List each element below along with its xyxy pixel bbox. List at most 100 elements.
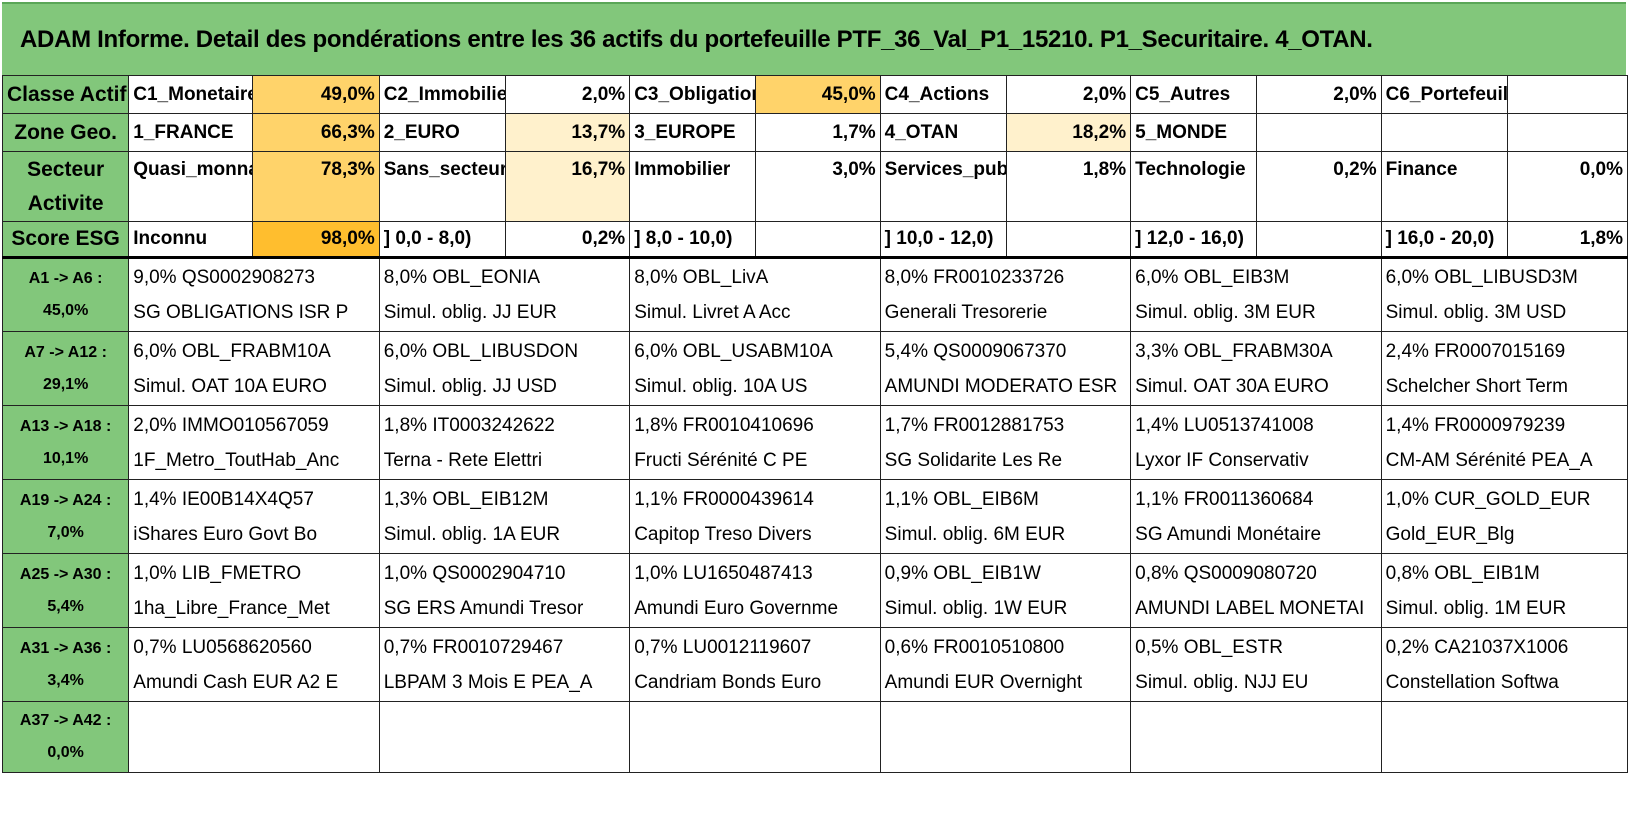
asset-name: Simul. oblig. 6M EUR (884, 523, 1066, 545)
summary-row-header: Classe Actif (1, 75, 130, 114)
asset-cell: 6,0% OBL_LIBUSD3M Simul. oblig. 3M USD (1380, 257, 1629, 332)
asset-weight-code: 1,1% OBL_EIB6M (884, 488, 1039, 510)
summary-label: Services_publics (879, 151, 1007, 222)
summary-label: 3_EUROPE (629, 113, 757, 152)
asset-cell (1130, 701, 1382, 773)
asset-cell: 0,8% QS0009080720 AMUNDI LABEL MONETAI (1130, 553, 1382, 628)
summary-percent (1256, 221, 1382, 259)
asset-weight-code: 1,0% QS0002904710 (383, 562, 566, 584)
asset-weight-code: 1,1% FR0011360684 (1135, 488, 1314, 510)
asset-cell: 0,7% LU0012119607 Candriam Bonds Euro (629, 627, 881, 702)
asset-name: Constellation Softwa (1385, 671, 1559, 693)
summary-percent: 0,2% (1256, 151, 1382, 222)
summary-row-header: Score ESG (1, 221, 130, 259)
asset-weight-code: 8,0% FR0010233726 (884, 267, 1065, 288)
asset-weight-code: 8,0% OBL_LivA (634, 267, 769, 288)
asset-group-range: A37 -> A42 : (19, 712, 112, 729)
asset-cell: 2,0% IMMO010567059 1F_Metro_ToutHab_Anc (128, 405, 380, 480)
asset-name: Simul. OAT 10A EURO (133, 375, 327, 397)
asset-cell: 1,1% FR0011360684 SG Amundi Monétaire (1130, 479, 1382, 554)
asset-name: Simul. oblig. NJJ EU (1135, 671, 1309, 693)
summary-label: ] 12,0 - 16,0) (1130, 221, 1258, 259)
asset-cell: 6,0% OBL_USABM10A Simul. oblig. 10A US (629, 331, 881, 406)
asset-name: Simul. OAT 30A EURO (1135, 375, 1329, 397)
asset-name: Simul. oblig. 3M USD (1385, 302, 1567, 323)
asset-cell (629, 701, 881, 773)
asset-weight-code: 1,0% LU1650487413 (634, 562, 813, 584)
asset-weight-code: 1,4% IE00B14X4Q57 (133, 488, 314, 510)
asset-name: AMUNDI MODERATO ESR (884, 375, 1118, 397)
summary-percent: 1,7% (755, 113, 881, 152)
asset-weight-code: 6,0% OBL_USABM10A (634, 340, 833, 362)
asset-group-row: A1 -> A6 : 45,0% 9,0% QS0002908273 SG OBLIG… (1, 257, 1629, 332)
asset-name: 1ha_Libre_France_Met (133, 597, 330, 619)
asset-cell: 6,0% OBL_LIBUSDON Simul. oblig. JJ USD (378, 331, 631, 406)
summary-percent: 1,8% (1005, 151, 1132, 222)
asset-group-range: A1 -> A6 : (28, 270, 103, 287)
summary-section: Classe Actif C1_Monetaire 49,0% C2_Immobili… (1, 75, 1629, 259)
asset-name: Simul. oblig. 1A EUR (383, 523, 561, 545)
asset-name: Fructi Sérénité C PE (634, 449, 808, 471)
summary-row: Zone Geo. 1_FRANCE 66,3% 2_EURO 13,7% 3_EUROP… (1, 113, 1629, 152)
asset-weight-code: 9,0% QS0002908273 (133, 267, 315, 288)
asset-cell: 0,6% FR0010510800 Amundi EUR Overnight (879, 627, 1132, 702)
asset-group-range: A13 -> A18 : (19, 417, 112, 435)
asset-cell (879, 701, 1132, 773)
asset-group-label: A7 -> A12 : 29,1% (1, 331, 130, 406)
summary-label: C6_Portefeuill (1380, 75, 1508, 114)
portfolio-table: Classe Actif C1_Monetaire 49,0% C2_Immobili… (1, 75, 1629, 773)
asset-group-total: 10,1% (42, 449, 89, 467)
asset-cell: 8,0% OBL_LivA Simul. Livret A Acc (629, 257, 881, 332)
asset-weight-code: 0,9% OBL_EIB1W (884, 562, 1041, 584)
asset-weight-code: 0,6% FR0010510800 (884, 636, 1065, 658)
summary-percent: 0,0% (1506, 151, 1629, 222)
asset-weight-code: 0,7% LU0012119607 (634, 636, 812, 658)
asset-name: Simul. oblig. 1W EUR (884, 597, 1068, 619)
summary-percent: 18,2% (1005, 113, 1132, 152)
asset-cell: 6,0% OBL_EIB3M Simul. oblig. 3M EUR (1130, 257, 1382, 332)
asset-name: Amundi EUR Overnight (884, 671, 1083, 693)
asset-name: CM-AM Sérénité PEA_A (1385, 449, 1593, 471)
asset-group-total: 45,0% (42, 302, 89, 319)
asset-weight-code: 1,1% FR0000439614 (634, 488, 814, 510)
asset-weight-code: 1,4% LU0513741008 (1135, 414, 1314, 436)
asset-cell: 9,0% QS0002908273 SG OBLIGATIONS ISR P (128, 257, 380, 332)
asset-cell: 1,0% LU1650487413 Amundi Euro Governme (629, 553, 881, 628)
asset-name: Simul. Livret A Acc (634, 302, 791, 323)
summary-row: Secteur ActiviteQuasi_monnaie78,3%Sans_s… (1, 151, 1629, 222)
asset-name: Gold_EUR_Blg (1385, 523, 1515, 545)
summary-percent: 2,0% (1256, 75, 1382, 114)
asset-cell: 0,7% LU0568620560 Amundi Cash EUR A2 E (128, 627, 380, 702)
asset-cell: 1,0% LIB_FMETRO 1ha_Libre_France_Met (128, 553, 380, 628)
asset-name: LBPAM 3 Mois E PEA_A (383, 671, 593, 693)
asset-cell: 5,4% QS0009067370 AMUNDI MODERATO ESR (879, 331, 1132, 406)
asset-group-range: A31 -> A36 : (19, 639, 112, 657)
summary-percent: 3,0% (755, 151, 881, 222)
summary-label: 4_OTAN (879, 113, 1007, 152)
asset-weight-code: 1,0% CUR_GOLD_EUR (1385, 488, 1591, 510)
asset-weight-code: 2,4% FR0007015169 (1385, 340, 1566, 362)
summary-percent (1506, 113, 1629, 152)
asset-cell: 1,3% OBL_EIB12M Simul. oblig. 1A EUR (378, 479, 631, 554)
asset-group-row: A19 -> A24 : 7,0% 1,4% IE00B14X4Q57 iShares… (1, 479, 1629, 554)
asset-group-range: A25 -> A30 : (19, 565, 112, 583)
asset-weight-code: 0,8% OBL_EIB1M (1385, 562, 1540, 584)
summary-label: C2_Immobilier (378, 75, 507, 114)
summary-label: ] 8,0 - 10,0) (629, 221, 757, 259)
asset-cell: 1,4% IE00B14X4Q57 iShares Euro Govt Bo (128, 479, 380, 554)
summary-label: ] 16,0 - 20,0) (1380, 221, 1508, 259)
asset-group-row: A7 -> A12 : 29,1% 6,0% OBL_FRABM10A Simul. … (1, 331, 1629, 406)
asset-cell: 1,4% FR0000979239 CM-AM Sérénité PEA_A (1380, 405, 1629, 480)
asset-name: 1F_Metro_ToutHab_Anc (133, 449, 340, 471)
asset-weight-code: 1,0% LIB_FMETRO (133, 562, 302, 584)
summary-label: C4_Actions (879, 75, 1007, 114)
asset-group-range: A19 -> A24 : (19, 491, 112, 509)
asset-weight-code: 0,7% FR0010729467 (383, 636, 564, 658)
asset-name: Lyxor IF Conservativ (1135, 449, 1309, 471)
asset-name: Terna - Rete Elettri (383, 449, 543, 471)
asset-group-range: A7 -> A12 : (24, 343, 107, 361)
summary-label: C3_Obligations (629, 75, 757, 114)
summary-row: Score ESG Inconnu 98,0%] 0,0 - 8,0) 0,2%] 8… (1, 221, 1629, 259)
asset-group-total: 7,0% (47, 523, 84, 541)
asset-name: SG ERS Amundi Tresor (383, 597, 584, 619)
